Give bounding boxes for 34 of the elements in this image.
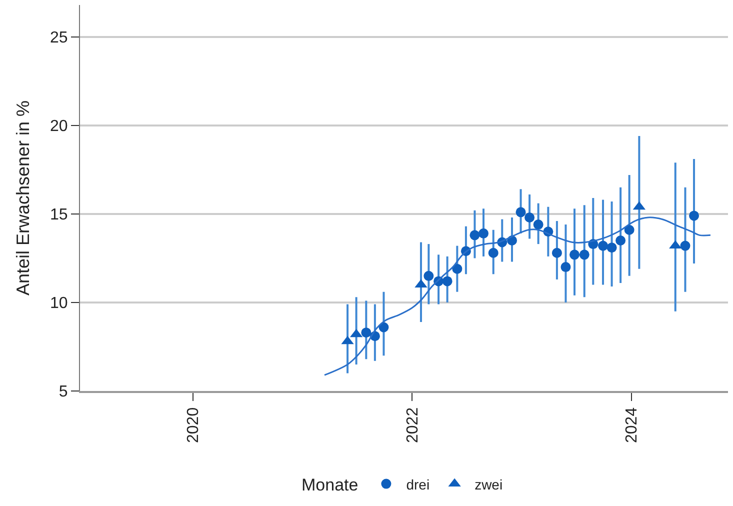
point xyxy=(378,322,389,332)
point xyxy=(598,240,608,251)
y-tick-label: 10 xyxy=(50,295,68,312)
point xyxy=(680,240,690,251)
point xyxy=(452,264,462,274)
point xyxy=(606,242,617,253)
point xyxy=(579,250,590,260)
point xyxy=(552,248,562,258)
x-tick-label: 2022 xyxy=(404,407,422,443)
point xyxy=(424,270,434,281)
legend-title: Monate xyxy=(302,475,358,494)
point xyxy=(624,224,634,235)
point xyxy=(689,210,700,221)
y-tick-label: 15 xyxy=(50,206,68,224)
y-axis-title: Anteil Erwachsener in % xyxy=(13,100,34,296)
line-series xyxy=(324,216,712,376)
point xyxy=(442,276,452,286)
point xyxy=(533,220,544,230)
point xyxy=(488,248,498,258)
point xyxy=(616,236,626,246)
point xyxy=(560,262,571,272)
point xyxy=(524,212,535,222)
legend-label: zwei xyxy=(474,476,503,492)
point xyxy=(470,230,480,240)
legend-label: drei xyxy=(406,476,430,492)
y-tick-label: 25 xyxy=(50,29,68,46)
x-tick-label: 2020 xyxy=(185,407,202,443)
point xyxy=(478,228,488,238)
y-tick-label: 20 xyxy=(50,118,68,135)
x-tick-label: 2024 xyxy=(624,407,641,443)
point xyxy=(570,250,580,260)
point xyxy=(516,207,526,218)
y-tick-label: 5 xyxy=(58,384,68,401)
point xyxy=(361,328,372,338)
